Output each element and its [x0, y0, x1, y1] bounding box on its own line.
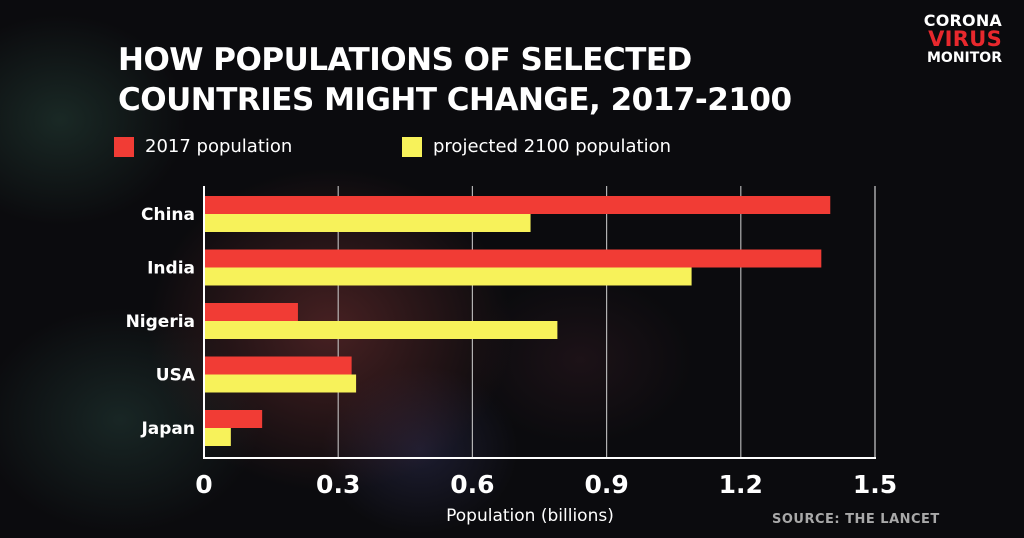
category-label: Nigeria	[126, 312, 195, 332]
bar-nigeria-2100	[204, 321, 558, 339]
legend-label-2100: projected 2100 population	[433, 136, 672, 157]
bar-usa-2100	[204, 374, 357, 393]
category-label: USA	[156, 366, 196, 386]
x-tick-label: 1.2	[719, 470, 763, 499]
legend-swatch-2017	[114, 136, 134, 157]
chart-title: HOW POPULATIONS OF SELECTED COUNTRIES MI…	[118, 42, 792, 118]
logo-line-monitor: MONITOR	[927, 50, 1002, 66]
category-label: Japan	[140, 419, 195, 439]
x-tick-label: 1.5	[853, 470, 897, 499]
x-axis-label: Population (billions)	[446, 506, 614, 526]
category-label: India	[147, 259, 195, 279]
logo-line-corona: CORONA	[923, 11, 1002, 30]
bar-usa-2017	[204, 356, 352, 375]
legend-item-2017: 2017 population	[114, 136, 292, 157]
bar-china-2100	[204, 214, 531, 232]
corona-virus-monitor-logo: CORONA VIRUS MONITOR	[924, 12, 1002, 67]
bar-japan-2017	[204, 410, 263, 428]
source-credit: SOURCE: THE LANCET	[772, 512, 940, 527]
logo-line-virus: VIRUS	[928, 27, 1002, 51]
legend-label-2017: 2017 population	[145, 136, 293, 157]
legend-swatch-2100	[402, 136, 422, 157]
bar-india-2100	[204, 267, 692, 286]
bar-india-2017	[204, 249, 822, 268]
x-tick-label: 0	[195, 470, 212, 499]
legend-item-2100: projected 2100 population	[402, 136, 671, 157]
x-tick-label: 0.9	[584, 470, 628, 499]
bar-china-2017	[204, 196, 831, 214]
bar-nigeria-2017	[204, 303, 298, 321]
x-tick-label: 0.3	[316, 470, 360, 499]
bar-japan-2100	[204, 428, 231, 446]
category-label: China	[141, 205, 195, 225]
x-tick-label: 0.6	[450, 470, 494, 499]
